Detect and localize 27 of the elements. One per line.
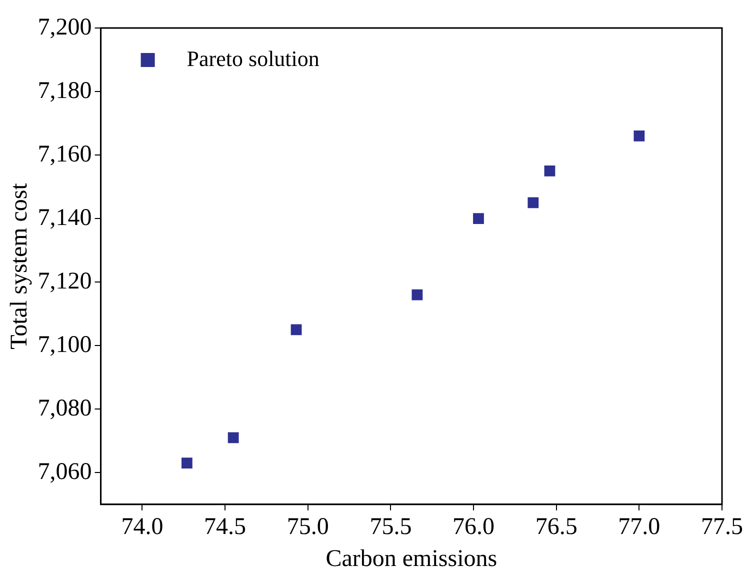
- legend-label: Pareto solution: [186, 46, 320, 71]
- point: [181, 458, 192, 469]
- point: [290, 324, 302, 336]
- y-tick-label: 7,080: [38, 395, 92, 422]
- point: [412, 289, 423, 300]
- point: [528, 197, 539, 208]
- x-tick-label: 76.0: [452, 514, 495, 540]
- x-tick-label: 74.0: [121, 514, 164, 540]
- x-tick-label: 77.0: [618, 514, 660, 540]
- point: [228, 432, 239, 444]
- point: [634, 130, 645, 142]
- y-axis-title: Total system cost: [6, 182, 33, 350]
- point: [473, 213, 484, 224]
- y-tick-label: 7,200: [38, 14, 92, 40]
- point: [544, 165, 556, 176]
- x-tick-label: 76.5: [535, 514, 578, 540]
- x-tick-label: 77.5: [701, 514, 743, 540]
- x-tick-label: 75.0: [286, 514, 329, 540]
- y-tick-label: 7,100: [38, 332, 92, 358]
- y-tick-label: 7,060: [38, 458, 92, 485]
- y-tick-label: 7,160: [38, 141, 92, 168]
- x-tick-label: 75.5: [370, 514, 412, 540]
- x-axis-title: Carbon emissions: [326, 546, 498, 572]
- y-tick-label: 7,180: [38, 78, 92, 104]
- x-tick-label: 74.5: [204, 514, 246, 540]
- y-tick-label: 7,120: [38, 268, 92, 294]
- y-tick-label: 7,140: [38, 204, 92, 231]
